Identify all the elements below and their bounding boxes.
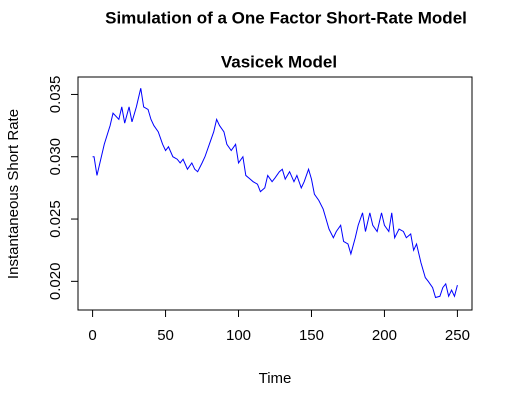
- x-tick-label: 100: [226, 327, 251, 344]
- x-axis-label: Time: [259, 370, 292, 387]
- chart-title: Simulation of a One Factor Short-Rate Mo…: [105, 8, 467, 27]
- y-tick-label: 0.025: [47, 200, 64, 238]
- y-tick-label: 0.035: [47, 76, 64, 114]
- series-line: [92, 88, 458, 299]
- plot-frame: [77, 76, 473, 311]
- x-tick-label: 50: [157, 327, 174, 344]
- y-axis-label: Instantaneous Short Rate: [5, 109, 22, 279]
- x-tick-label: 250: [445, 327, 470, 344]
- x-tick-label: 150: [299, 327, 324, 344]
- y-tick-label: 0.020: [47, 263, 64, 301]
- x-tick-label: 0: [88, 327, 96, 344]
- x-tick-label: 200: [372, 327, 397, 344]
- chart-subtitle: Vasicek Model: [221, 52, 337, 71]
- y-tick-label: 0.030: [47, 138, 64, 176]
